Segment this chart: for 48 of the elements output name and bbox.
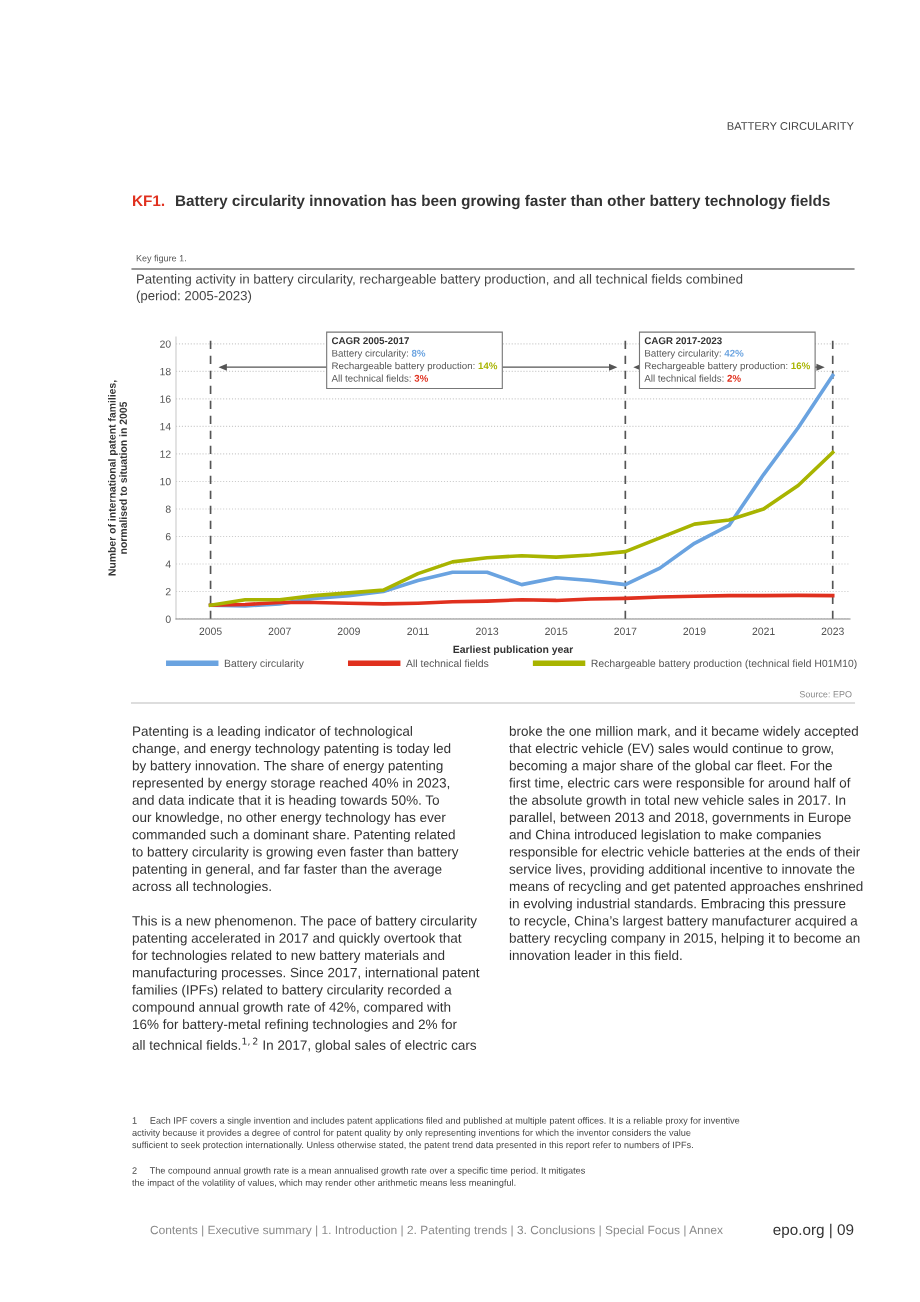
annotation: CAGR 2017-2023 bbox=[644, 337, 722, 345]
legend-label: Battery circularity bbox=[224, 659, 304, 670]
x-tick-label: 2013 bbox=[476, 627, 499, 635]
annotation: CAGR 2005-2017 bbox=[331, 337, 409, 345]
text: Contents | Executive summary | 1. Introduction | 2. Patenting trends | 3. Conclusions | Special Focus | Annex bbox=[150, 1225, 723, 1237]
line-series bbox=[208, 450, 835, 608]
legend-label: Rechargeable battery production (technical field H01M10) bbox=[591, 659, 857, 670]
text: 1 Each IPF covers a single invention and includes patent applications filed and published at multiple patent offices. It is a reliable proxy for inventive activity because it provides a degree of control for patent quality by only representing inventions for which the inventor considers the value sufficient to seek protection internationally. Unless otherwise stated, the patent trend data presented in this report refer to numbers of IPFs. bbox=[132, 1117, 740, 1150]
legend-label: All technical fields bbox=[406, 659, 489, 668]
x-tick-label: 2017 bbox=[614, 627, 637, 635]
y-tick-label: 14 bbox=[160, 423, 171, 431]
annotation: Rechargeable battery production: 16% bbox=[645, 362, 810, 372]
y-tick-label: 12 bbox=[160, 450, 171, 458]
x-tick-label: 2011 bbox=[407, 627, 429, 635]
text: BATTERY CIRCULARITY bbox=[727, 122, 854, 130]
y-tick-label: 2 bbox=[165, 587, 171, 596]
x-tick-label: 2023 bbox=[821, 627, 844, 635]
x-tick-label: 2005 bbox=[199, 627, 222, 635]
y-tick-label: 6 bbox=[165, 532, 171, 541]
line-series bbox=[208, 593, 835, 608]
y-tick-label: 4 bbox=[165, 560, 171, 568]
text: Battery circularity innovation has been growing faster than other battery technology fields bbox=[176, 194, 830, 210]
annotation: Battery circularity: 8% bbox=[332, 349, 426, 359]
y-tick-label: 18 bbox=[160, 367, 171, 376]
x-tick-label: 2007 bbox=[268, 627, 291, 635]
chart-title: Patenting activity in battery circularity, rechargeable battery production, and all technical fields combined (period: 2005-2023) bbox=[136, 274, 743, 303]
annotation: Rechargeable battery production: 14% bbox=[332, 362, 498, 372]
annotation: All technical fields: 2% bbox=[644, 374, 741, 382]
x-tick-label: 2021 bbox=[752, 627, 775, 635]
x-tick-label: 2015 bbox=[545, 627, 568, 635]
text: epo.org | 09 bbox=[773, 1223, 854, 1239]
y-tick-label: 16 bbox=[160, 395, 171, 403]
text: Patenting is a leading indicator of technological change, and energy technology patenting is today led by battery innovation. The share of energy patenting represented by energy storage reached 40% in 2023, and data indicate that it is heading towards 50%. To our knowledge, no other energy technology has ever commanded such a dominant share. Patenting related to battery circularity is growing even faster than battery patenting in general, and far faster than the average across all technologies. This is a new phenomenon. The pace of battery circularity patenting accelerated in 2017 and quickly overtook that for technologies related to new battery materials and manufacturing processes. Since 2017, international patent families (IPFs) related to battery circularity recorded a compound annual growth rate of 42%, compared with 16% for battery-metal refining technologies and 2% for all technical fields.$^{1,2}$ In 2017, global sales of electric cars bbox=[132, 726, 480, 1053]
annotation: All technical fields: 3% bbox=[331, 374, 429, 382]
text: Key figure 1. bbox=[136, 254, 186, 264]
x-tick-label: 2019 bbox=[683, 627, 706, 635]
x-tick-label: 2009 bbox=[337, 627, 360, 635]
y-axis-title: Number of international patent families, normalised to situation in 2005 bbox=[108, 380, 127, 576]
y-tick-label: 10 bbox=[160, 477, 171, 486]
y-tick-label: 8 bbox=[165, 505, 171, 513]
text: KF1. bbox=[133, 195, 165, 206]
x-axis-title: Earliest publication year bbox=[453, 645, 574, 656]
annotation: Battery circularity: 42% bbox=[645, 349, 744, 359]
text: broke the one million mark, and it became widely accepted that electric vehicle (EV) sales would continue to grow, becoming a major share of the global car fleet. For the first time, electric cars were responsible for around half of the absolute growth in total new vehicle sales in 2017. In parallel, between 2013 and 2018, governments in Europe and China introduced legislation to make companies responsible for electric vehicle batteries at the ends of their service lives, providing additional incentive to innovate the means of recycling and get patented approaches enshrined in evolving industrial standards. Embracing this pressure to recycle, China’s largest battery manufacturer acquired a battery recycling company in 2015, helping it to become an innovation leader in this field. bbox=[509, 726, 863, 961]
text: 2 The compound annual growth rate is a mean annualised growth rate over a specific time period. It mitigates the impact of the volatility of values, which may render other arithmetic means less meaningful. bbox=[132, 1167, 585, 1188]
source-note: Source: EPO bbox=[799, 691, 852, 698]
y-tick-label: 20 bbox=[160, 340, 171, 348]
y-tick-label: 0 bbox=[165, 615, 171, 623]
